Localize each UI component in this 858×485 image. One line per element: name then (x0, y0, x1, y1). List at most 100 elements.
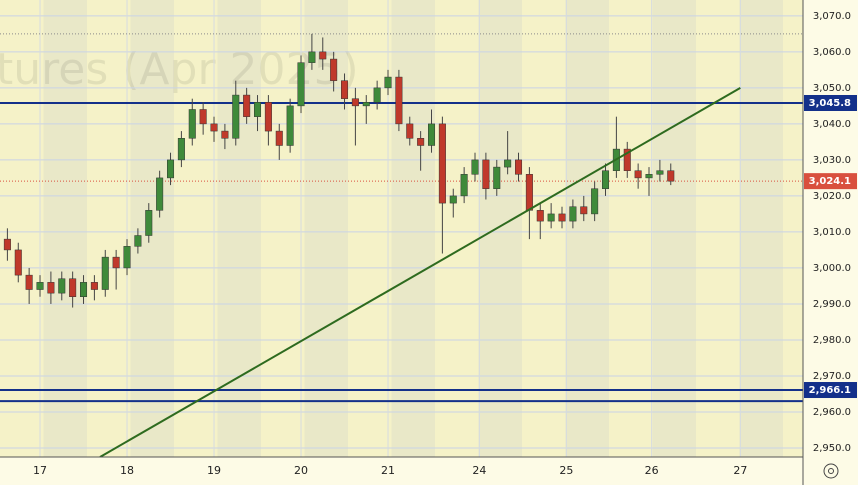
settings-icon[interactable] (823, 463, 839, 479)
candle (656, 159, 664, 182)
candle-body (145, 210, 153, 236)
candle (417, 131, 425, 171)
candle (373, 80, 381, 110)
y-tick-label: 3,060.0 (813, 47, 851, 58)
x-tick-label: 19 (207, 464, 221, 477)
y-tick-label: 3,050.0 (813, 83, 851, 94)
candle-body (471, 159, 479, 175)
y-tick-label: 3,010.0 (813, 227, 851, 238)
candle-body (221, 130, 229, 139)
candle-body (36, 282, 44, 290)
candle-body (482, 159, 490, 189)
candle-body (264, 102, 272, 132)
candle-body (373, 87, 381, 103)
candle (210, 116, 218, 142)
y-tick-label: 3,070.0 (813, 11, 851, 22)
band (435, 0, 479, 457)
band (304, 0, 348, 457)
candle-body (667, 170, 675, 182)
candle (188, 98, 196, 146)
candle (438, 116, 446, 254)
candle-body (101, 256, 109, 290)
settings-icon-dot (828, 468, 834, 474)
candle-body (199, 109, 207, 125)
candle-body (558, 213, 566, 222)
candle (558, 206, 566, 229)
x-tick-label: 21 (381, 464, 395, 477)
candle (449, 188, 457, 218)
candle (134, 228, 142, 254)
candle (351, 87, 359, 146)
candle-body (14, 249, 22, 276)
candle-body (634, 170, 642, 179)
candle-body (210, 123, 218, 132)
candle (330, 51, 338, 92)
candle-body (602, 170, 610, 189)
band (391, 0, 435, 457)
candle-body (286, 105, 294, 146)
candle (199, 102, 207, 135)
candle (319, 37, 327, 70)
candle (536, 203, 544, 240)
candle-body (449, 195, 457, 204)
candle (14, 242, 22, 283)
candle (36, 275, 44, 297)
candle (275, 123, 283, 160)
candle (341, 73, 349, 110)
candle (243, 87, 251, 124)
candle-body (3, 238, 11, 251)
candle (482, 152, 490, 200)
y-tick-label: 2,990.0 (813, 299, 851, 310)
candle-body (362, 102, 370, 107)
candle (69, 271, 77, 308)
candle (580, 195, 588, 222)
y-tick-label: 2,960.0 (813, 407, 851, 418)
y-tick-label: 3,020.0 (813, 191, 851, 202)
candle (428, 109, 436, 153)
candle-body (188, 109, 196, 139)
y-tick-label: 3,040.0 (813, 119, 851, 130)
band (87, 0, 131, 457)
band (43, 0, 87, 457)
x-tick-label: 27 (733, 464, 747, 477)
x-tick-label: 18 (120, 464, 134, 477)
candle-body (569, 206, 577, 222)
price-tag-label: 2,966.1 (809, 385, 851, 396)
band (522, 0, 566, 457)
candle (591, 181, 599, 222)
candle-body (515, 159, 523, 175)
candle (602, 163, 610, 196)
candle (504, 131, 512, 175)
candle (123, 239, 131, 276)
price-tag-label: 3,045.8 (809, 98, 851, 109)
candle (145, 203, 153, 243)
candle-body (591, 188, 599, 215)
price-tag (804, 382, 857, 399)
background-bands (0, 0, 803, 457)
band (261, 0, 305, 457)
candle-body (547, 213, 555, 222)
y-tick-label: 2,980.0 (813, 335, 851, 346)
candle-body (123, 246, 131, 269)
band (565, 0, 609, 457)
candle-body (232, 94, 240, 139)
price-tag (804, 94, 857, 111)
candle (406, 116, 414, 146)
band (609, 0, 653, 457)
candle (286, 98, 294, 153)
candle-body (308, 51, 316, 63)
candle (645, 167, 653, 196)
candle-body (112, 256, 120, 269)
candle (156, 170, 164, 218)
x-tick-label: 17 (33, 464, 47, 477)
y-tick-label: 3,000.0 (813, 263, 851, 274)
candle-body (90, 282, 98, 290)
candle (254, 95, 262, 132)
candle (460, 167, 468, 204)
candle-body (504, 159, 512, 168)
x-tick-label: 25 (559, 464, 573, 477)
candle-body (254, 102, 262, 117)
candle (264, 95, 272, 146)
candle-body (384, 76, 392, 89)
